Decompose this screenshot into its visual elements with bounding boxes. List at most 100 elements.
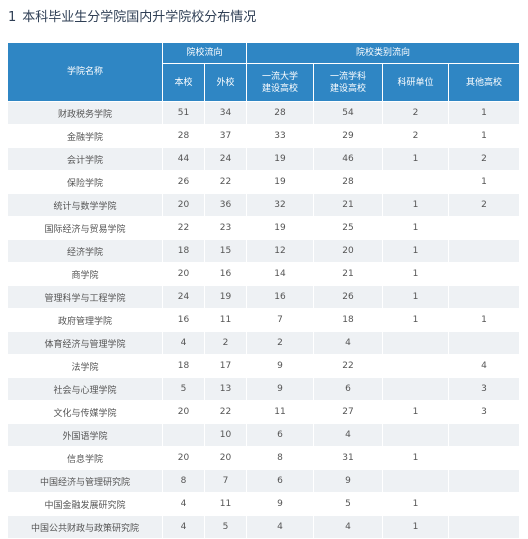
cell-other-universities <box>448 492 521 516</box>
cell-research-unit <box>382 377 450 401</box>
cell-research-unit: 1 <box>382 147 450 171</box>
table-row: 商学院 20 16 14 21 1 <box>7 262 521 286</box>
cell-external: 36 <box>203 193 248 217</box>
cell-external: 11 <box>203 308 248 332</box>
cell-self: 24 <box>162 285 205 309</box>
cell-other-universities: 1 <box>448 101 521 125</box>
cell-first-class-university: 33 <box>246 124 315 148</box>
cell-self: 44 <box>162 147 205 171</box>
table-row: 政府管理学院 16 11 7 18 1 1 <box>7 308 521 332</box>
cell-external: 7 <box>203 469 248 493</box>
cell-first-class-discipline: 5 <box>313 492 384 516</box>
cell-first-class-university: 11 <box>246 400 315 424</box>
cell-school: 保险学院 <box>7 170 163 194</box>
cell-first-class-university: 2 <box>246 331 315 355</box>
cell-school: 政府管理学院 <box>7 308 163 332</box>
cell-other-universities: 3 <box>448 400 521 424</box>
cell-school: 商学院 <box>7 262 163 286</box>
cell-first-class-university: 28 <box>246 101 315 125</box>
cell-first-class-university: 14 <box>246 262 315 286</box>
cell-external: 20 <box>203 446 248 470</box>
cell-first-class-discipline: 31 <box>313 446 384 470</box>
table-row: 中国经济与管理研究院 8 7 6 9 <box>7 469 521 493</box>
cell-external: 23 <box>203 216 248 240</box>
cell-external: 37 <box>203 124 248 148</box>
table-row: 文化与传媒学院 20 22 11 27 1 3 <box>7 400 521 424</box>
cell-other-universities: 2 <box>448 193 521 217</box>
table-row: 外国语学院 10 6 4 <box>7 423 521 447</box>
cell-school: 文化与传媒学院 <box>7 400 163 424</box>
cell-self <box>162 423 205 447</box>
page-title: 1 本科毕业生分学院国内升学院校分布情况 <box>8 6 256 25</box>
cell-first-class-discipline: 9 <box>313 469 384 493</box>
cell-first-class-discipline: 29 <box>313 124 384 148</box>
cell-first-class-university: 9 <box>246 377 315 401</box>
distribution-table: 学院名称 院校流向 院校类别流向 本校 外校 一流大学 建设高校 一流学科 建设高校科… <box>7 42 521 539</box>
cell-first-class-university: 9 <box>246 492 315 516</box>
cell-other-universities <box>448 331 521 355</box>
cell-school: 体育经济与管理学院 <box>7 331 163 355</box>
cell-first-class-university: 6 <box>246 423 315 447</box>
cell-school: 中国金融发展研究院 <box>7 492 163 516</box>
cell-school: 中国公共财政与政策研究院 <box>7 515 163 539</box>
cell-research-unit: 1 <box>382 446 450 470</box>
cell-other-universities: 4 <box>448 354 521 378</box>
cell-external: 15 <box>203 239 248 263</box>
cell-research-unit <box>382 331 450 355</box>
cell-research-unit: 1 <box>382 308 450 332</box>
cell-first-class-university: 7 <box>246 308 315 332</box>
header-self: 本校 <box>162 63 205 102</box>
cell-other-universities <box>448 216 521 240</box>
cell-first-class-discipline: 20 <box>313 239 384 263</box>
table-row: 会计学院 44 24 19 46 1 2 <box>7 147 521 171</box>
cell-first-class-university: 6 <box>246 469 315 493</box>
cell-self: 5 <box>162 377 205 401</box>
cell-first-class-discipline: 6 <box>313 377 384 401</box>
cell-external: 2 <box>203 331 248 355</box>
header-external: 外校 <box>203 63 248 102</box>
table-row: 统计与数学学院 20 36 32 21 1 2 <box>7 193 521 217</box>
cell-first-class-discipline: 21 <box>313 262 384 286</box>
cell-other-universities <box>448 515 521 539</box>
cell-other-universities: 1 <box>448 124 521 148</box>
cell-self: 4 <box>162 331 205 355</box>
cell-other-universities <box>448 262 521 286</box>
cell-first-class-discipline: 4 <box>313 515 384 539</box>
cell-other-universities <box>448 469 521 493</box>
cell-external: 34 <box>203 101 248 125</box>
cell-external: 22 <box>203 400 248 424</box>
table-row: 财政税务学院 51 34 28 54 2 1 <box>7 101 521 125</box>
cell-school: 财政税务学院 <box>7 101 163 125</box>
header-first-class-university: 一流大学 建设高校 <box>246 63 315 102</box>
cell-other-universities <box>448 285 521 309</box>
cell-external: 10 <box>203 423 248 447</box>
cell-self: 22 <box>162 216 205 240</box>
cell-other-universities: 2 <box>448 147 521 171</box>
cell-first-class-discipline: 26 <box>313 285 384 309</box>
table-row: 金融学院 28 37 33 29 2 1 <box>7 124 521 148</box>
cell-external: 19 <box>203 285 248 309</box>
cell-self: 20 <box>162 400 205 424</box>
table-row: 中国公共财政与政策研究院 4 5 4 4 1 <box>7 515 521 539</box>
cell-self: 8 <box>162 469 205 493</box>
table-row: 国际经济与贸易学院 22 23 19 25 1 <box>7 216 521 240</box>
cell-self: 51 <box>162 101 205 125</box>
table-row: 保险学院 26 22 19 28 1 <box>7 170 521 194</box>
cell-first-class-discipline: 22 <box>313 354 384 378</box>
header-first-class-discipline: 一流学科 建设高校 <box>313 63 384 102</box>
header-category-flow: 院校类别流向 <box>246 42 521 64</box>
cell-school: 管理科学与工程学院 <box>7 285 163 309</box>
cell-school: 外国语学院 <box>7 423 163 447</box>
cell-school: 统计与数学学院 <box>7 193 163 217</box>
cell-first-class-university: 16 <box>246 285 315 309</box>
cell-self: 20 <box>162 446 205 470</box>
cell-first-class-discipline: 4 <box>313 423 384 447</box>
table-row: 管理科学与工程学院 24 19 16 26 1 <box>7 285 521 309</box>
cell-external: 13 <box>203 377 248 401</box>
cell-first-class-discipline: 46 <box>313 147 384 171</box>
cell-first-class-discipline: 54 <box>313 101 384 125</box>
header-flow: 院校流向 <box>161 42 248 64</box>
cell-self: 18 <box>162 354 205 378</box>
cell-other-universities: 1 <box>448 170 521 194</box>
cell-first-class-discipline: 18 <box>313 308 384 332</box>
